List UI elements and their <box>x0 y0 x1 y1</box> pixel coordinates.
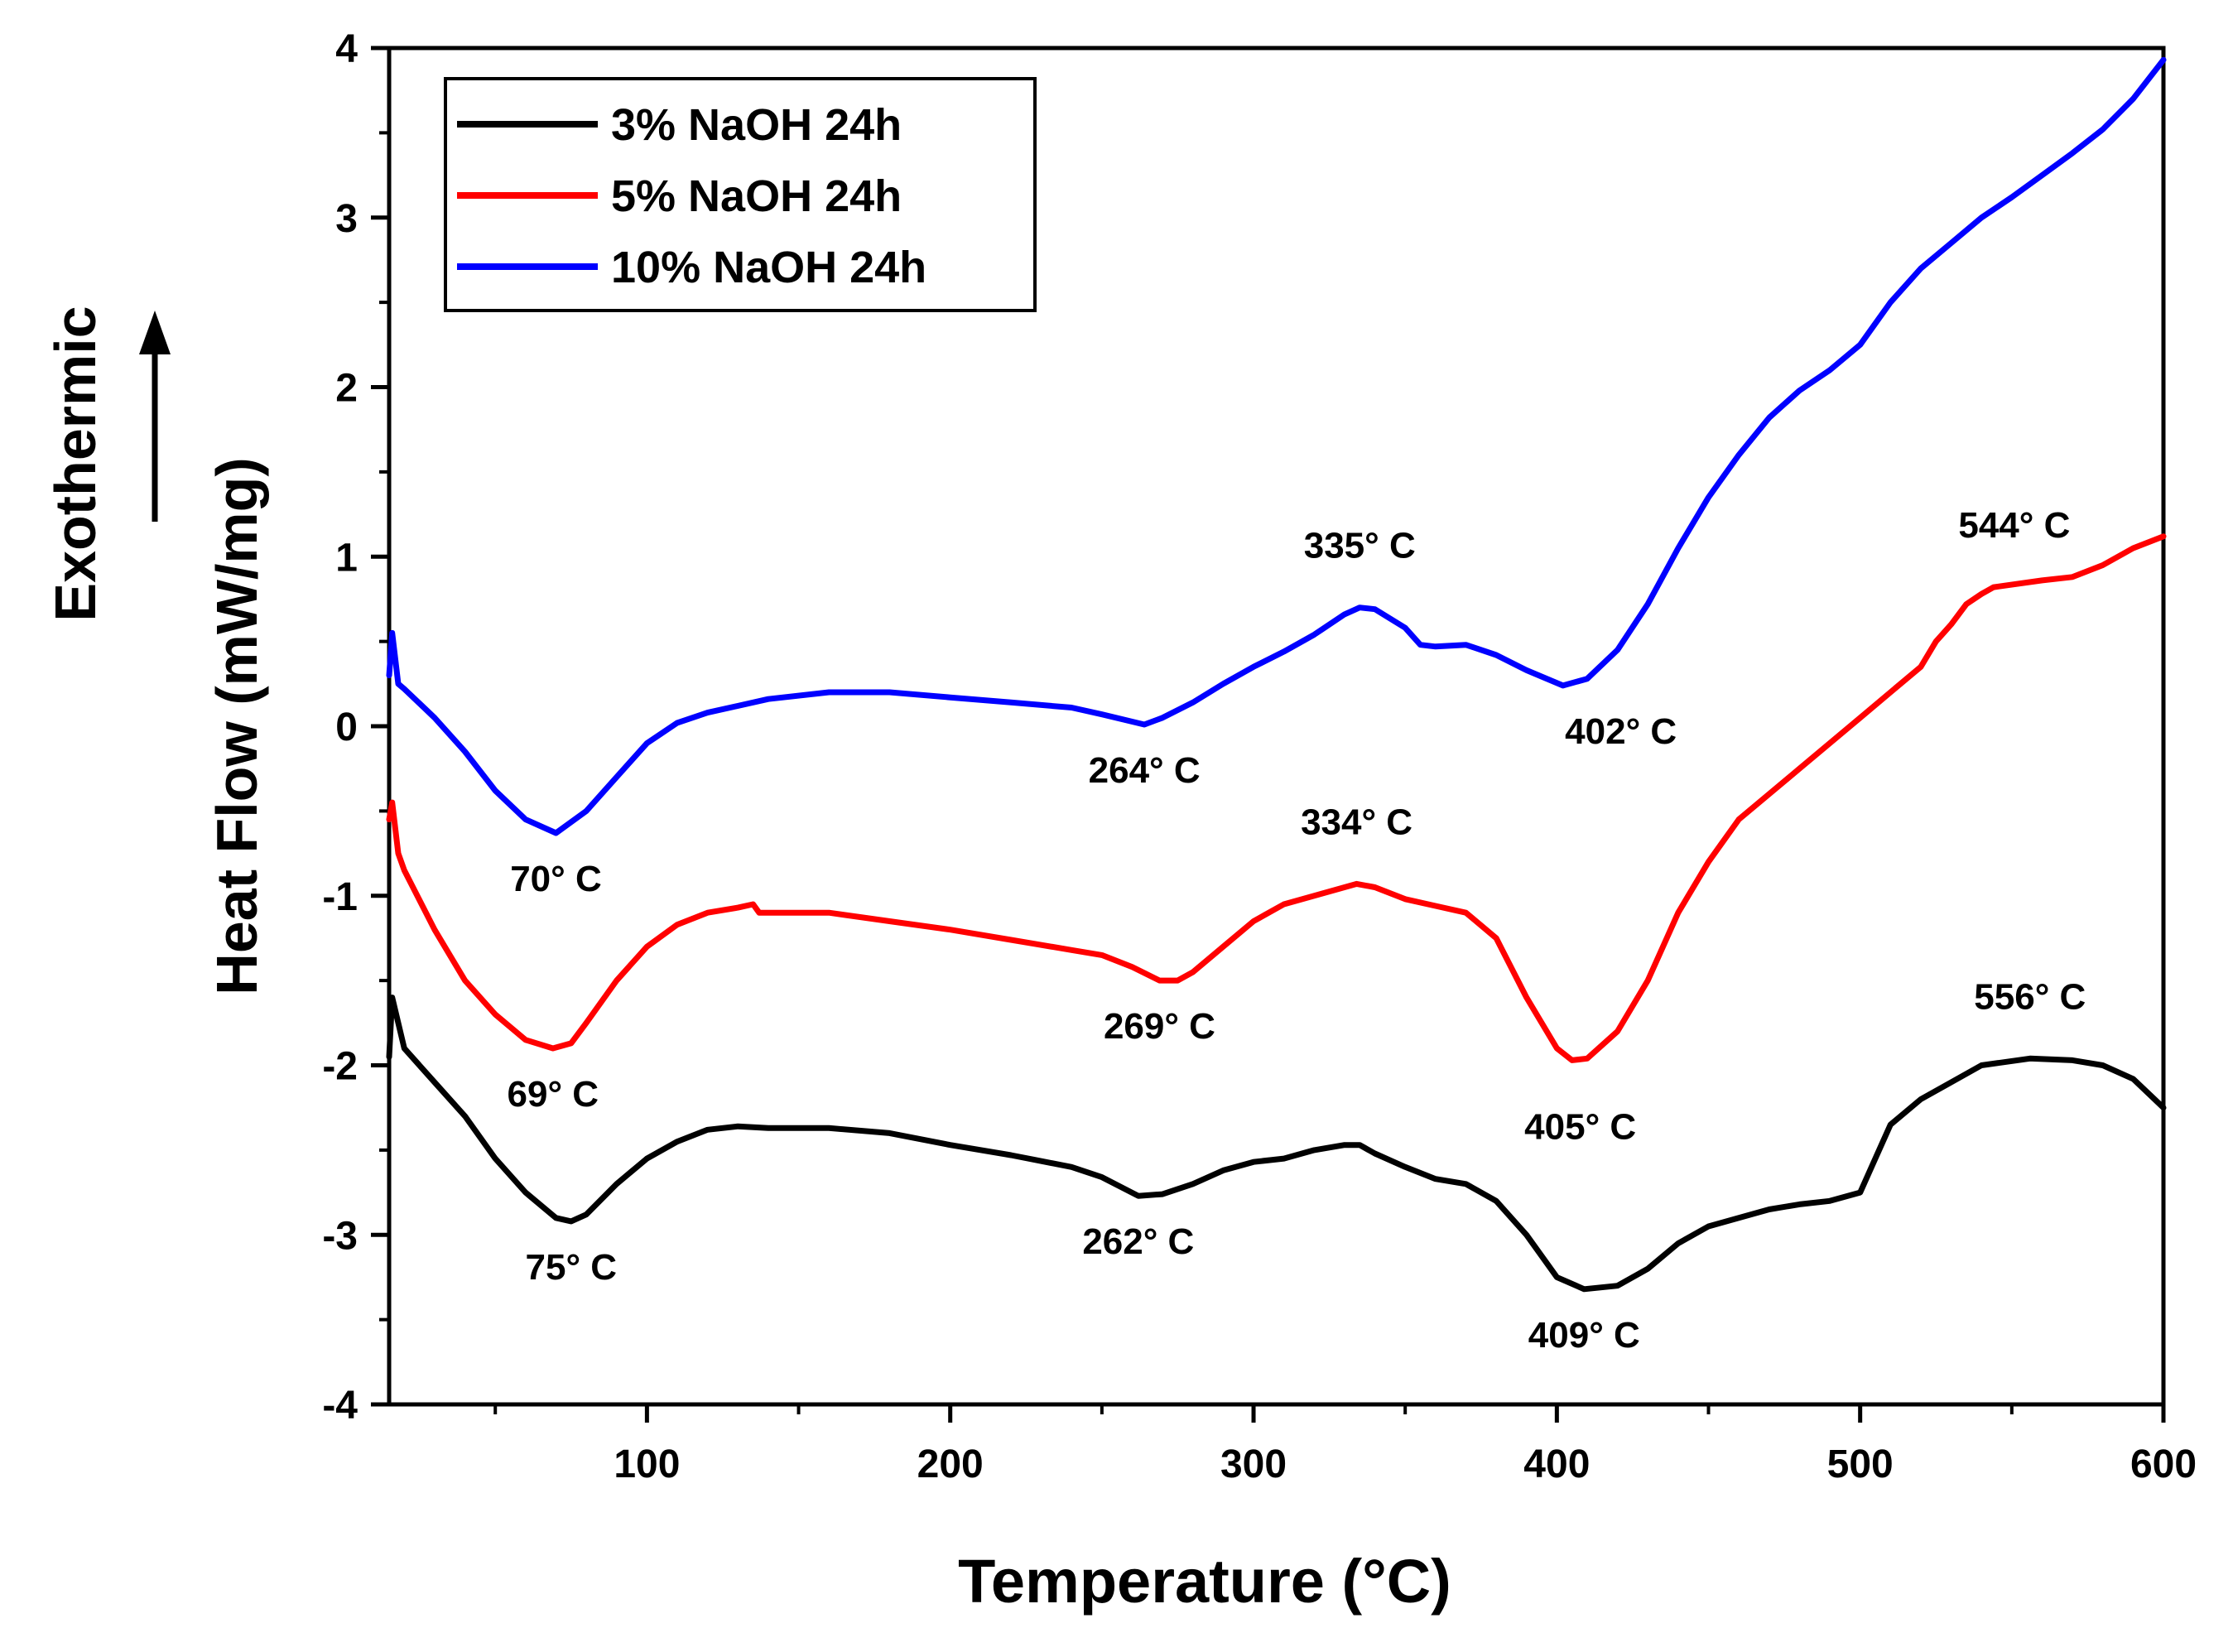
peak-annotation: 269° C <box>1104 1006 1215 1047</box>
x-tick-label: 300 <box>1220 1442 1287 1486</box>
y-tick-label: 3 <box>335 197 358 241</box>
legend: 3% NaOH 24h 5% NaOH 24h 10% NaOH 24h <box>444 77 1037 312</box>
series-line-2 <box>386 533 2167 1063</box>
exothermic-arrow-icon <box>139 311 171 522</box>
exothermic-label: Exothermic <box>43 306 108 621</box>
x-tick-label: 600 <box>2130 1442 2197 1486</box>
x-tick-label: 200 <box>917 1442 984 1486</box>
peak-annotation: 402° C <box>1565 711 1677 752</box>
peak-annotation: 335° C <box>1304 526 1416 566</box>
y-tick-label: -2 <box>322 1045 358 1089</box>
series-line-3 <box>386 56 2167 836</box>
y-tick-label: -1 <box>322 875 358 919</box>
y-tick-label: -4 <box>322 1384 358 1428</box>
y-axis-title: Heat Flow (mW/mg) <box>205 457 269 995</box>
peak-annotation: 544° C <box>1958 505 2070 546</box>
peak-annotation: 405° C <box>1524 1106 1636 1147</box>
x-tick-label: 500 <box>1827 1442 1894 1486</box>
legend-label-2: 5% NaOH 24h <box>611 171 902 221</box>
y-tick-label: -3 <box>322 1214 358 1258</box>
peak-annotation: 334° C <box>1301 802 1412 842</box>
y-tick-label: 0 <box>335 706 358 749</box>
peak-annotation: 409° C <box>1528 1315 1640 1356</box>
peak-annotation: 556° C <box>1974 976 2086 1017</box>
legend-label-3: 10% NaOH 24h <box>611 243 926 292</box>
peak-annotation: 75° C <box>526 1247 618 1288</box>
series-line-1 <box>386 995 2167 1293</box>
peak-annotation: 69° C <box>508 1074 599 1115</box>
x-tick-label: 400 <box>1523 1442 1590 1486</box>
peak-annotation: 70° C <box>510 859 602 899</box>
series-layer <box>386 56 2167 1293</box>
y-tick-label: 2 <box>335 367 358 411</box>
axis-ticks <box>371 46 2166 1423</box>
y-tick-label: 1 <box>335 536 358 580</box>
annotation-layer: 335° C 70° C 264° C 402° C 544° C 334° C 69° C… <box>508 505 2086 1356</box>
legend-label-1: 3% NaOH 24h <box>611 100 902 150</box>
peak-annotation: 264° C <box>1089 750 1201 791</box>
y-tick-label: 4 <box>335 27 358 71</box>
peak-annotation: 262° C <box>1082 1221 1194 1262</box>
tick-labels: 100 200 300 400 500 600 -4 -3 -2 -1 0 1 2 3 4 <box>322 27 2197 1486</box>
x-axis-title: Temperature (°C) <box>958 1547 1451 1616</box>
x-tick-label: 100 <box>614 1442 680 1486</box>
